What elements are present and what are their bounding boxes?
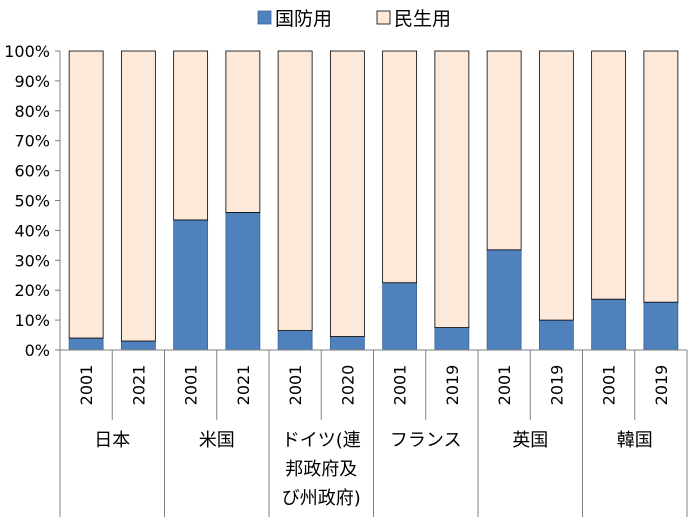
y-tick-label: 40%	[14, 221, 50, 240]
bar-defense	[434, 327, 470, 351]
year-label: 2020	[338, 365, 357, 406]
year-label: 2021	[234, 365, 253, 406]
bar-civilian	[538, 50, 574, 321]
bar-defense	[68, 337, 104, 351]
y-tick-label: 100%	[4, 42, 50, 61]
y-tick-label: 60%	[14, 162, 50, 181]
year-label: 2019	[547, 365, 566, 406]
bar-civilian	[643, 50, 679, 303]
y-tick-label: 50%	[14, 192, 50, 211]
y-tick-label: 80%	[14, 102, 50, 121]
legend: 国防用 民生用	[257, 8, 451, 30]
y-axis: 0% 10% 20% 30% 40% 50% 60% 70% 80% 90% 100%	[4, 42, 61, 360]
year-label: 2001	[286, 365, 305, 406]
legend-label: 民生用	[394, 8, 451, 30]
bar-civilian	[486, 50, 522, 251]
bar-civilian	[434, 50, 470, 328]
bar-civilian	[591, 50, 627, 300]
y-tick-label: 10%	[14, 311, 50, 330]
bar-civilian	[382, 50, 418, 284]
y-tick-label: 90%	[14, 72, 50, 91]
bar-defense	[277, 330, 313, 351]
group-label: ドイツ(連	[282, 430, 361, 451]
bar-civilian	[329, 50, 365, 337]
bar-defense	[538, 319, 574, 351]
year-label: 2001	[77, 365, 96, 406]
bar-defense	[173, 219, 209, 351]
group-label: 邦政府及	[285, 459, 357, 480]
year-label: 2001	[495, 365, 514, 406]
year-label: 2021	[129, 365, 148, 406]
y-tick-label: 20%	[14, 281, 50, 300]
group-label: 英国	[512, 430, 548, 451]
x-axis: 2001 2021 2001 2021 2001 2020 2001 2019 2001 2019…	[59, 349, 688, 517]
group-label: 韓国	[617, 430, 653, 451]
group-label: び州政府)	[282, 488, 361, 509]
bar-civilian	[173, 50, 209, 221]
bar-civilian	[225, 50, 261, 213]
bar-civilian	[277, 50, 313, 331]
legend-label: 国防用	[275, 8, 332, 30]
bar-defense	[329, 336, 365, 351]
y-tick-label: 70%	[14, 132, 50, 151]
bars	[68, 50, 679, 351]
group-label: 米国	[199, 430, 235, 451]
year-label: 2001	[391, 365, 410, 406]
year-label: 2019	[443, 365, 462, 406]
bar-civilian	[120, 50, 156, 342]
legend-swatch	[376, 10, 391, 25]
bar-defense	[643, 301, 679, 351]
group-label: フランス	[390, 430, 462, 451]
legend-swatch	[257, 10, 272, 25]
bar-defense	[225, 212, 261, 351]
bar-defense	[591, 298, 627, 351]
year-label: 2001	[182, 365, 201, 406]
year-label: 2019	[652, 365, 671, 406]
bar-defense	[120, 340, 156, 351]
bar-civilian	[68, 50, 104, 339]
y-tick-label: 30%	[14, 251, 50, 270]
group-label: 日本	[94, 430, 130, 451]
y-tick-label: 0%	[25, 341, 50, 360]
bar-defense	[382, 282, 418, 351]
year-label: 2001	[600, 365, 619, 406]
bar-defense	[486, 249, 522, 351]
